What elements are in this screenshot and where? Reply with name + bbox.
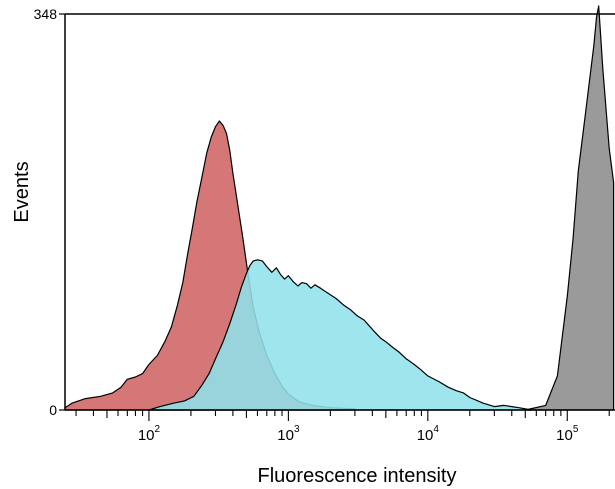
y-ticks: 0 348: [34, 6, 65, 418]
x-tick-label: 103: [277, 424, 300, 444]
y-tick-label: 0: [49, 402, 57, 418]
plot-area: 0 348 102 103 104 105: [34, 6, 615, 444]
y-tick-label: 348: [34, 6, 58, 22]
histogram-series-3: [525, 6, 613, 410]
x-axis-title: Fluorescence intensity: [258, 465, 457, 487]
x-tick-label: 105: [556, 424, 579, 444]
y-axis-title: Events: [11, 161, 33, 222]
x-tick-label: 104: [417, 424, 440, 444]
series-layer: [65, 6, 614, 410]
x-ticks: 102 103 104 105: [76, 410, 609, 444]
x-tick-label: 102: [138, 424, 161, 444]
